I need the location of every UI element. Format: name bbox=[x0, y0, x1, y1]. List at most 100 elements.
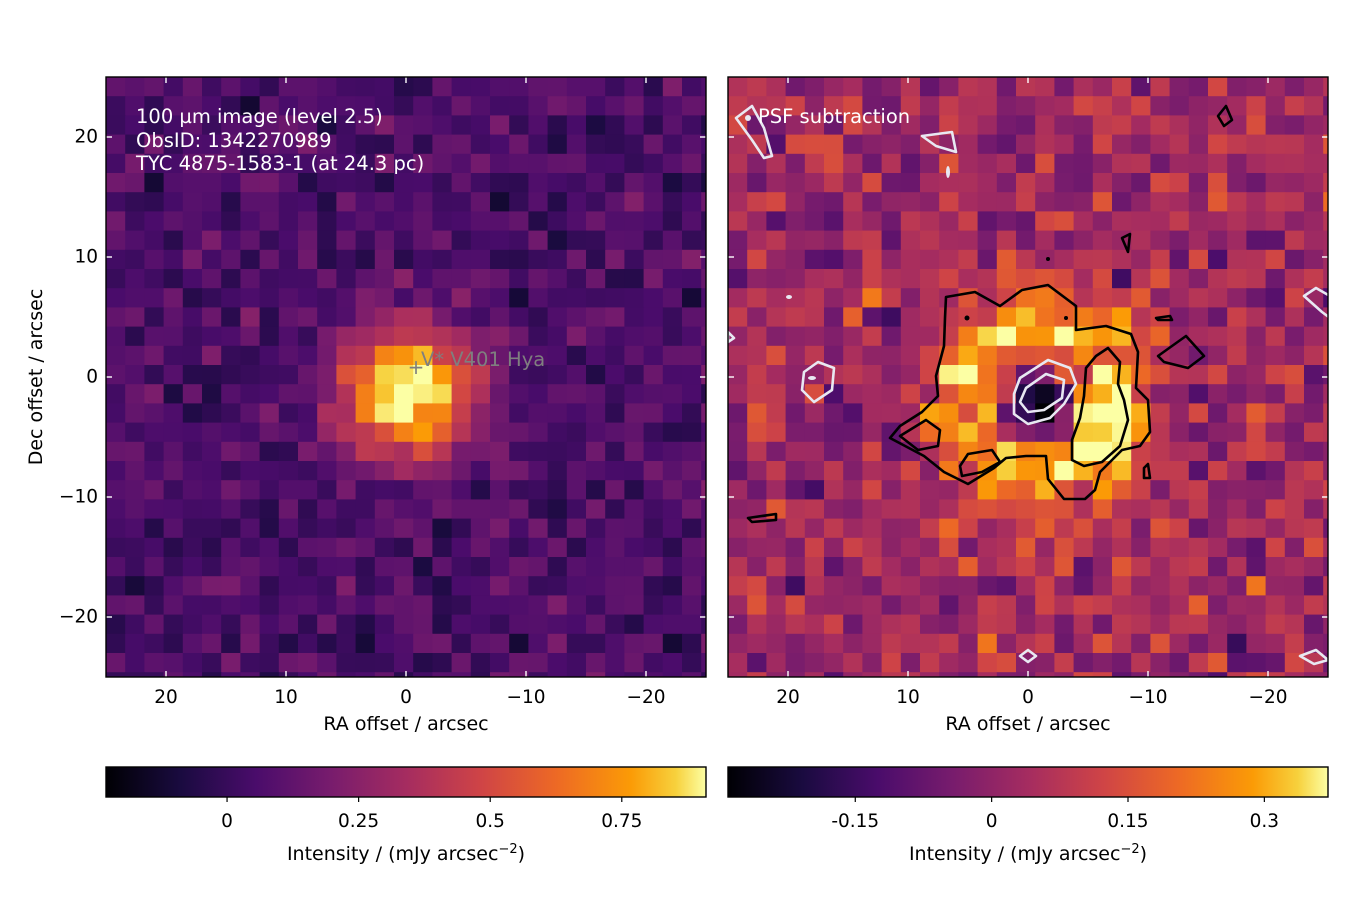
heatmap-pixel bbox=[1323, 557, 1328, 577]
heatmap-pixel bbox=[958, 537, 979, 558]
heatmap-pixel bbox=[1323, 653, 1328, 673]
heatmap-pixel bbox=[701, 384, 706, 404]
heatmap-pixel bbox=[1342, 442, 1350, 462]
heatmap-pixel bbox=[470, 518, 491, 539]
heatmap-pixel bbox=[1150, 595, 1171, 616]
heatmap-pixel bbox=[298, 96, 318, 116]
heatmap-pixel bbox=[1131, 345, 1151, 366]
heatmap-pixel bbox=[394, 134, 414, 155]
heatmap-pixel bbox=[643, 461, 664, 481]
heatmap-pixel bbox=[1073, 249, 1094, 270]
heatmap-pixel bbox=[977, 192, 998, 212]
heatmap-pixel bbox=[528, 557, 549, 577]
heatmap-pixel bbox=[317, 403, 337, 424]
heatmap-pixel bbox=[1265, 115, 1286, 136]
heatmap-pixel bbox=[1016, 345, 1036, 366]
heatmap-pixel bbox=[624, 365, 645, 385]
heatmap-pixel bbox=[1016, 576, 1036, 596]
positive-contour-small-5 bbox=[1142, 462, 1152, 480]
heatmap-pixel bbox=[958, 441, 979, 462]
heatmap-pixel bbox=[766, 633, 787, 654]
heatmap-pixel bbox=[1092, 115, 1113, 136]
heatmap-pixel bbox=[862, 153, 883, 174]
heatmap-pixel bbox=[317, 499, 337, 520]
heatmap-pixel bbox=[144, 269, 165, 289]
heatmap-pixel bbox=[413, 441, 433, 462]
heatmap-pixel bbox=[1304, 537, 1324, 558]
heatmap-pixel bbox=[624, 134, 645, 155]
heatmap-pixel bbox=[413, 461, 433, 481]
heatmap-pixel bbox=[240, 557, 261, 577]
heatmap-pixel bbox=[470, 249, 491, 270]
heatmap-pixel bbox=[1188, 653, 1209, 673]
heatmap-pixel bbox=[355, 326, 376, 347]
heatmap-pixel bbox=[1342, 365, 1350, 385]
heatmap-pixel bbox=[939, 614, 959, 635]
heatmap-pixel bbox=[605, 403, 625, 424]
heatmap-pixel bbox=[900, 653, 921, 673]
heatmap-pixel bbox=[766, 461, 787, 481]
heatmap-pixel bbox=[1150, 614, 1171, 635]
heatmap-pixel bbox=[586, 653, 606, 673]
heatmap-pixel bbox=[977, 77, 998, 97]
heatmap-pixel bbox=[221, 230, 241, 251]
heatmap-pixel bbox=[996, 192, 1017, 212]
negative-contour-top bbox=[920, 130, 958, 154]
heatmap-pixel bbox=[586, 633, 606, 654]
heatmap-pixel bbox=[451, 403, 472, 424]
heatmap-pixel bbox=[125, 518, 145, 539]
heatmap-pixel bbox=[298, 672, 318, 677]
heatmap-pixel bbox=[728, 672, 748, 677]
heatmap-pixel bbox=[1188, 384, 1209, 404]
heatmap-pixel bbox=[701, 134, 706, 155]
heatmap-pixel bbox=[1016, 115, 1036, 136]
heatmap-pixel bbox=[682, 192, 702, 212]
heatmap-pixel bbox=[996, 307, 1017, 328]
heatmap-pixel bbox=[605, 422, 625, 443]
heatmap-pixel bbox=[1150, 480, 1171, 500]
heatmap-pixel bbox=[1227, 422, 1247, 443]
heatmap-pixel bbox=[355, 249, 376, 270]
heatmap-pixel bbox=[490, 480, 510, 500]
heatmap-pixel bbox=[1284, 595, 1305, 616]
heatmap-pixel bbox=[624, 480, 645, 500]
heatmap-pixel bbox=[1188, 115, 1209, 136]
heatmap-pixel bbox=[509, 441, 529, 462]
heatmap-pixel bbox=[336, 269, 357, 289]
heatmap-pixel bbox=[106, 211, 126, 232]
heatmap-pixel bbox=[1284, 307, 1305, 328]
heatmap-pixel bbox=[766, 537, 787, 558]
heatmap-pixel bbox=[1054, 461, 1075, 481]
heatmap-pixel bbox=[1131, 134, 1151, 155]
heatmap-pixel bbox=[843, 307, 863, 328]
heatmap-pixel bbox=[1035, 653, 1055, 673]
heatmap-pixel bbox=[509, 230, 529, 251]
heatmap-pixel bbox=[1304, 557, 1324, 577]
heatmap-pixel bbox=[662, 269, 683, 289]
heatmap-pixel bbox=[939, 269, 959, 289]
heatmap-pixel bbox=[374, 249, 395, 270]
heatmap-pixel bbox=[125, 537, 145, 558]
heatmap-pixel bbox=[862, 249, 883, 270]
heatmap-pixel bbox=[1342, 231, 1350, 251]
heatmap-pixel bbox=[939, 345, 959, 366]
heatmap-pixel bbox=[566, 249, 587, 270]
heatmap-pixel bbox=[432, 518, 453, 539]
heatmap-pixel bbox=[298, 77, 318, 97]
heatmap-pixel bbox=[1150, 403, 1171, 424]
heatmap-pixel bbox=[125, 134, 145, 155]
heatmap-pixel bbox=[1342, 595, 1350, 615]
heatmap-pixel bbox=[805, 691, 825, 711]
heatmap-pixel bbox=[1284, 614, 1305, 635]
heatmap-pixel bbox=[605, 269, 625, 289]
heatmap-pixel bbox=[547, 249, 568, 270]
heatmap-pixel bbox=[843, 365, 863, 385]
heatmap-pixel bbox=[1304, 480, 1324, 500]
heatmap-pixel bbox=[1035, 633, 1055, 654]
heatmap-pixel bbox=[413, 134, 433, 155]
heatmap-pixel bbox=[1035, 153, 1055, 174]
heatmap-pixel bbox=[182, 365, 203, 385]
heatmap-pixel bbox=[824, 672, 844, 677]
heatmap-pixel bbox=[977, 672, 998, 677]
heatmap-pixel bbox=[1227, 326, 1247, 347]
